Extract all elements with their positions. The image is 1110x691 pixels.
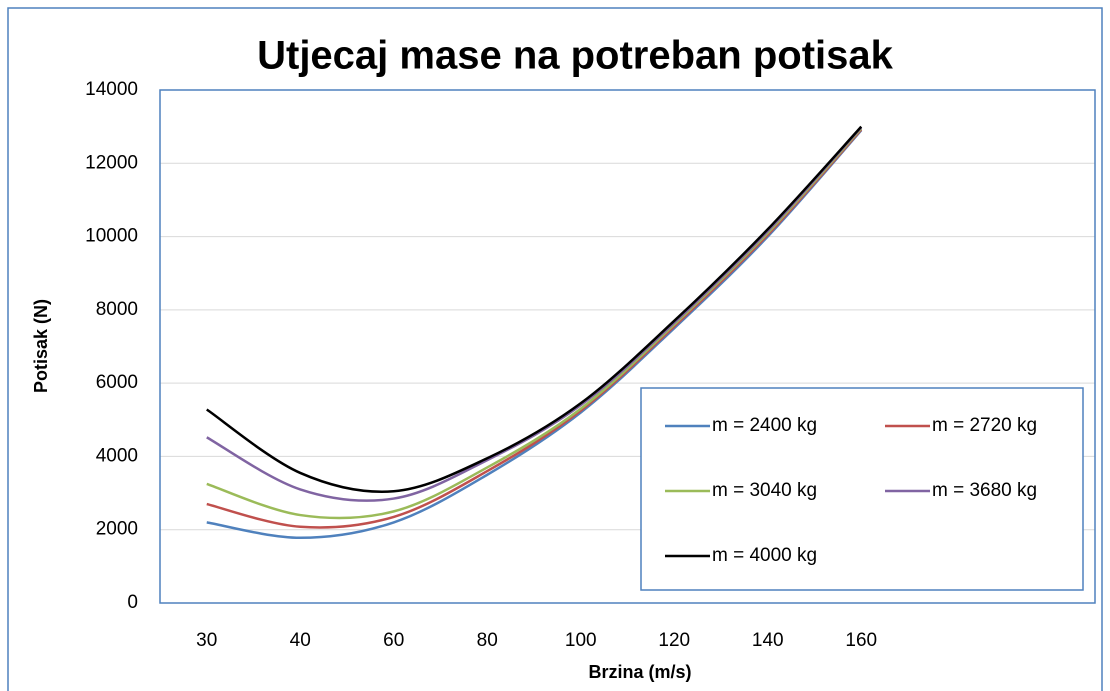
x-axis-label: Brzina (m/s) — [588, 662, 691, 682]
y-axis-label: Potisak (N) — [31, 299, 51, 393]
plot-border — [159, 89, 1096, 604]
x-tick-label: 30 — [196, 630, 217, 651]
x-tick-label: 80 — [477, 630, 498, 651]
x-tick-label: 100 — [565, 630, 597, 651]
y-tick-label: 14000 — [85, 79, 138, 100]
line-series — [206, 128, 863, 529]
y-tick-label: 4000 — [96, 445, 138, 466]
line-series — [206, 127, 863, 520]
line-series — [206, 129, 863, 540]
chart-border — [7, 7, 1103, 691]
x-tick-label: 40 — [290, 630, 311, 651]
chart-title: Utjecaj mase na potreban potisak — [257, 34, 894, 78]
x-tick-label: 160 — [845, 630, 877, 651]
y-tick-label: 10000 — [85, 226, 138, 247]
y-tick-label: 0 — [127, 592, 138, 613]
y-tick-label: 12000 — [85, 152, 138, 173]
x-tick-label: 140 — [752, 630, 784, 651]
legend-box — [640, 387, 1084, 591]
y-tick-label: 8000 — [96, 299, 138, 320]
line-series — [206, 125, 863, 493]
y-tick-label: 6000 — [96, 372, 138, 393]
x-tick-label: 60 — [383, 630, 404, 651]
legend-label: m = 3040 kg — [712, 480, 817, 501]
line-series — [206, 126, 863, 502]
y-tick-label: 2000 — [96, 519, 138, 540]
legend-label: m = 4000 kg — [712, 545, 817, 566]
legend-label: m = 2400 kg — [712, 415, 817, 436]
x-tick-label: 120 — [658, 630, 690, 651]
legend-label: m = 2720 kg — [932, 415, 1037, 436]
legend-label: m = 3680 kg — [932, 480, 1037, 501]
